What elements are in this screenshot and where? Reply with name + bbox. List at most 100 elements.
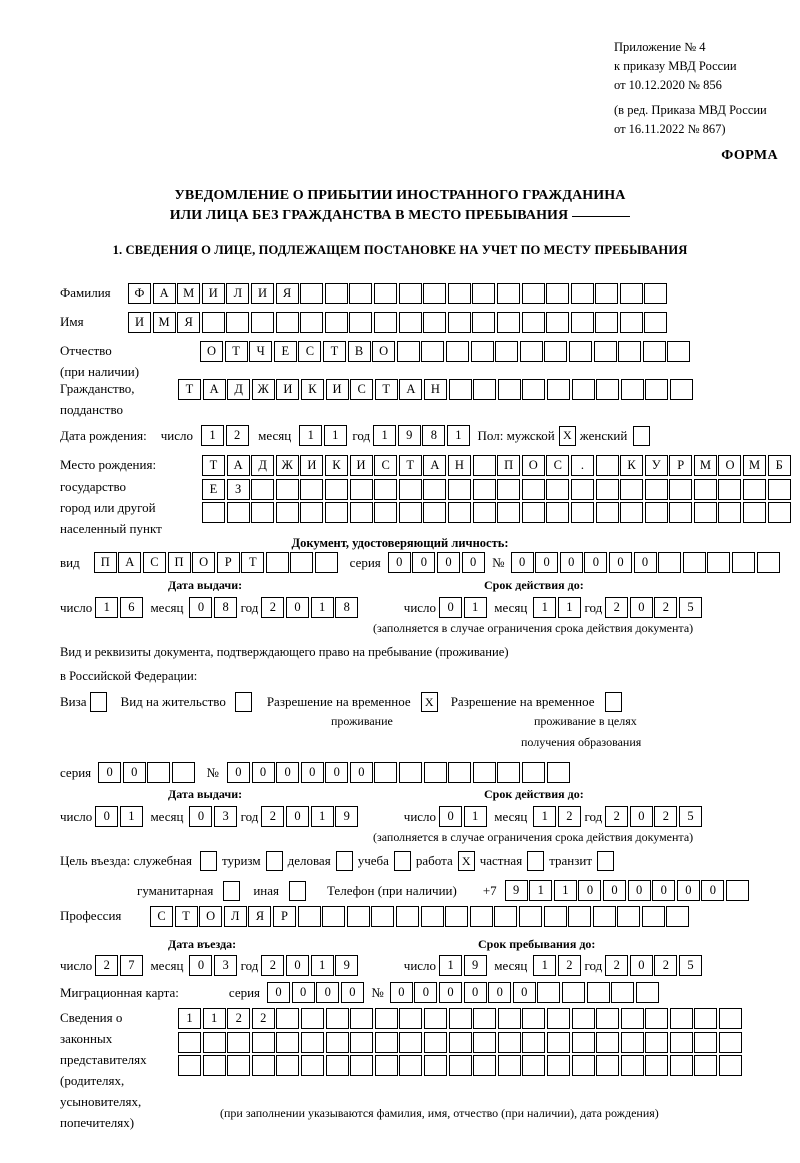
char-box[interactable]: З [226, 478, 250, 500]
char-box[interactable]: 0 [627, 880, 651, 901]
char-box[interactable]: 1 [373, 425, 397, 446]
char-box[interactable] [472, 762, 496, 783]
char-box[interactable] [571, 1008, 595, 1029]
char-box[interactable]: И [201, 283, 225, 304]
char-box[interactable] [546, 1031, 570, 1053]
char-box[interactable]: К [300, 379, 324, 400]
char-box[interactable] [546, 478, 570, 500]
char-box[interactable] [251, 1055, 275, 1076]
char-box[interactable]: Ж [251, 379, 275, 400]
char-box[interactable] [620, 502, 644, 523]
char-box[interactable] [644, 478, 668, 500]
purpose-transit-checkbox[interactable] [597, 851, 615, 871]
char-box[interactable]: 9 [463, 955, 487, 976]
char-box[interactable] [546, 502, 570, 523]
char-box[interactable] [694, 1008, 718, 1029]
char-box[interactable] [349, 283, 373, 304]
char-box[interactable] [423, 283, 447, 304]
char-box[interactable] [324, 478, 348, 500]
char-box[interactable]: 0 [701, 880, 725, 901]
char-box[interactable] [398, 312, 422, 333]
char-box[interactable]: Я [275, 283, 299, 304]
char-box[interactable]: 2 [654, 955, 678, 976]
char-box[interactable] [470, 341, 494, 362]
char-box[interactable] [619, 312, 643, 333]
char-box[interactable] [472, 283, 496, 304]
char-box[interactable]: О [718, 455, 742, 476]
char-box[interactable] [447, 502, 471, 523]
char-box[interactable]: 0 [251, 762, 275, 783]
purpose-work-checkbox[interactable]: X [457, 851, 475, 871]
char-box[interactable]: О [199, 906, 223, 927]
char-box[interactable]: 0 [488, 982, 512, 1003]
char-box[interactable]: О [372, 341, 396, 362]
char-box[interactable]: Т [322, 341, 346, 362]
sex-male-checkbox[interactable]: X [558, 425, 576, 446]
char-box[interactable]: 0 [512, 982, 536, 1003]
char-box[interactable]: 9 [397, 425, 421, 446]
char-box[interactable]: 0 [414, 982, 438, 1003]
char-box[interactable] [756, 552, 780, 573]
char-box[interactable]: О [192, 552, 216, 573]
char-box[interactable]: 1 [557, 597, 581, 618]
char-box[interactable]: 0 [652, 880, 676, 901]
char-box[interactable] [178, 1055, 201, 1076]
char-box[interactable] [561, 982, 585, 1003]
char-box[interactable] [571, 1031, 595, 1053]
char-box[interactable]: 0 [387, 552, 411, 573]
char-box[interactable] [743, 478, 767, 500]
char-box[interactable]: А [399, 379, 423, 400]
char-box[interactable] [570, 478, 594, 500]
char-box[interactable]: 2 [654, 597, 678, 618]
char-box[interactable]: Я [248, 906, 272, 927]
char-box[interactable]: 0 [349, 762, 373, 783]
char-box[interactable] [445, 906, 469, 927]
temp-residence-education-checkbox[interactable] [604, 692, 622, 712]
char-box[interactable] [448, 1008, 472, 1029]
char-box[interactable] [619, 283, 643, 304]
char-box[interactable] [645, 1008, 669, 1029]
char-box[interactable]: 8 [335, 597, 359, 618]
char-box[interactable] [568, 341, 592, 362]
char-box[interactable] [497, 1008, 521, 1029]
char-box[interactable]: 0 [189, 806, 213, 827]
char-box[interactable]: 0 [461, 552, 485, 573]
char-box[interactable] [147, 762, 171, 783]
char-box[interactable] [227, 1031, 251, 1053]
char-box[interactable]: И [325, 379, 349, 400]
char-box[interactable]: 1 [463, 806, 487, 827]
char-box[interactable] [620, 1055, 644, 1076]
char-box[interactable] [693, 502, 717, 523]
char-box[interactable]: 0 [276, 762, 300, 783]
char-box[interactable]: 1 [446, 425, 470, 446]
char-box[interactable]: Я [177, 312, 201, 333]
char-box[interactable]: 0 [439, 982, 462, 1003]
char-box[interactable]: Р [216, 552, 240, 573]
char-box[interactable]: 0 [286, 955, 310, 976]
char-box[interactable] [618, 341, 642, 362]
char-box[interactable] [644, 502, 668, 523]
char-box[interactable] [595, 312, 619, 333]
char-box[interactable]: 2 [605, 597, 629, 618]
char-box[interactable] [472, 455, 496, 476]
char-box[interactable]: М [177, 283, 201, 304]
char-box[interactable]: 0 [300, 762, 324, 783]
char-box[interactable] [694, 1055, 718, 1076]
char-box[interactable] [521, 502, 545, 523]
char-box[interactable] [537, 982, 561, 1003]
char-box[interactable]: 1 [95, 597, 119, 618]
char-box[interactable] [275, 312, 299, 333]
char-box[interactable] [349, 478, 373, 500]
char-box[interactable] [300, 312, 324, 333]
char-box[interactable]: С [298, 341, 322, 362]
char-box[interactable] [719, 1031, 743, 1053]
char-box[interactable] [497, 502, 521, 523]
